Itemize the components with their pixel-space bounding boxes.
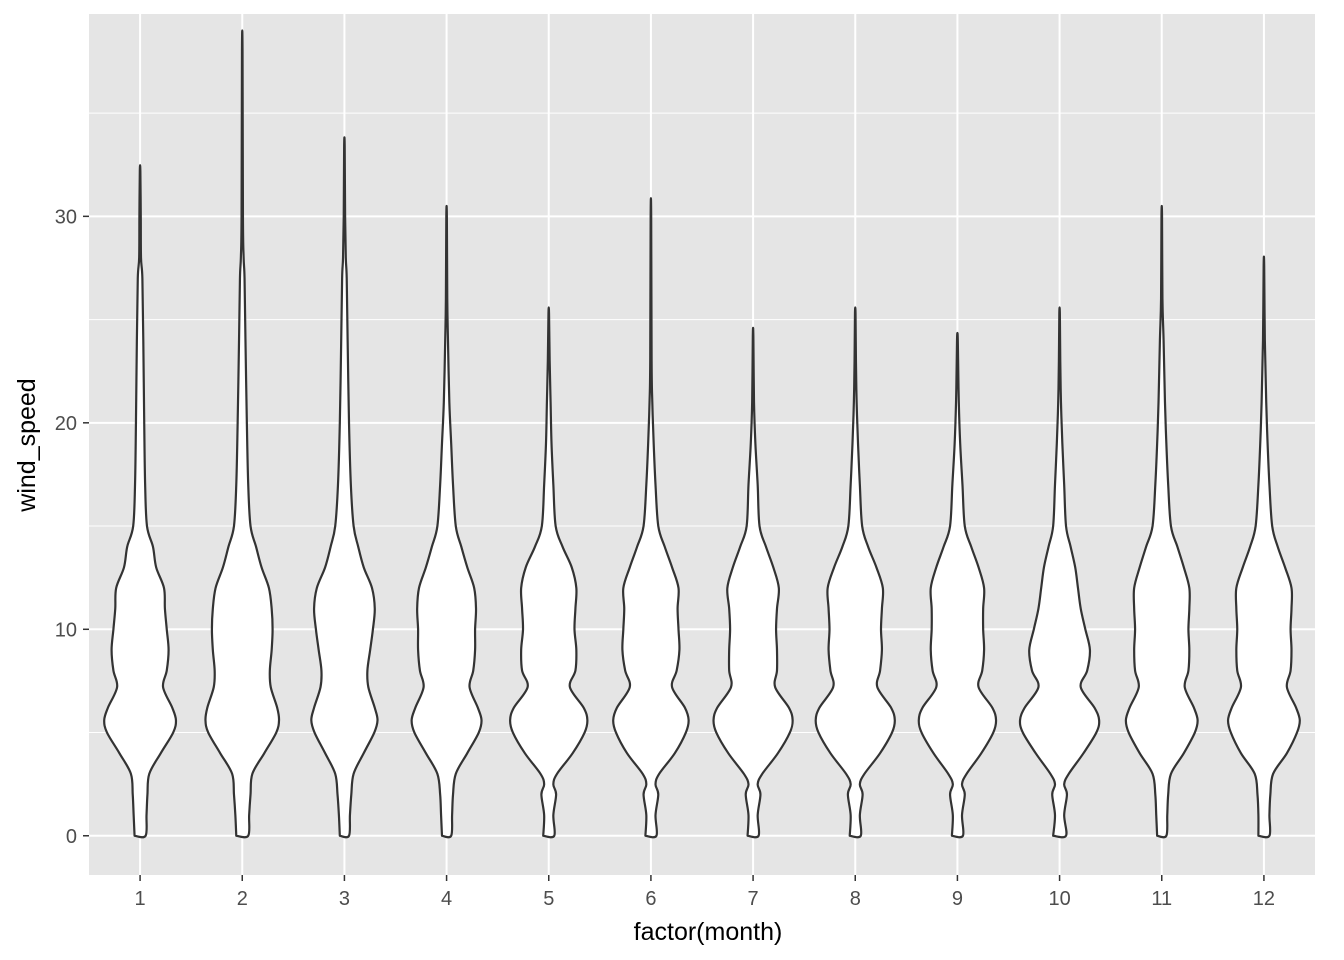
violins (103, 29, 1301, 839)
x-tick-label: 12 (1253, 888, 1275, 910)
x-tick-label: 10 (1048, 888, 1070, 910)
plot-panel (89, 14, 1315, 875)
violin-month-10 (1018, 306, 1101, 839)
x-tick-label: 6 (645, 888, 656, 910)
x-axis: 1 2 3 4 5 6 7 8 9 10 11 12 (135, 875, 1275, 910)
violin-month-1 (103, 164, 178, 839)
violin-month-5 (509, 306, 589, 839)
x-tick-label: 8 (850, 888, 861, 910)
violin-month-4 (410, 204, 483, 839)
violin-month-7 (712, 326, 794, 839)
y-tick-label: 0 (66, 826, 77, 848)
y-tick-label: 10 (55, 619, 77, 641)
x-tick-label: 9 (952, 888, 963, 910)
violin-month-2 (204, 29, 281, 839)
y-tick-label: 20 (55, 413, 77, 435)
x-tick-label: 7 (748, 888, 759, 910)
y-axis-title: wind_speed (13, 378, 41, 512)
violin-month-6 (612, 197, 690, 839)
x-tick-label: 5 (543, 888, 554, 910)
violin-month-9 (917, 331, 998, 839)
x-axis-title: factor(month) (634, 918, 783, 946)
y-tick-label: 30 (55, 206, 77, 228)
violin-month-11 (1124, 204, 1199, 839)
x-tick-label: 1 (135, 888, 146, 910)
x-tick-label: 4 (441, 888, 452, 910)
x-tick-label: 11 (1151, 888, 1172, 910)
x-tick-label: 2 (237, 888, 248, 910)
violin-month-12 (1226, 255, 1301, 839)
x-tick-label: 3 (339, 888, 350, 910)
violin-month-3 (310, 136, 379, 839)
y-axis: 0 10 20 30 (55, 206, 89, 848)
violin-month-8 (814, 306, 896, 839)
